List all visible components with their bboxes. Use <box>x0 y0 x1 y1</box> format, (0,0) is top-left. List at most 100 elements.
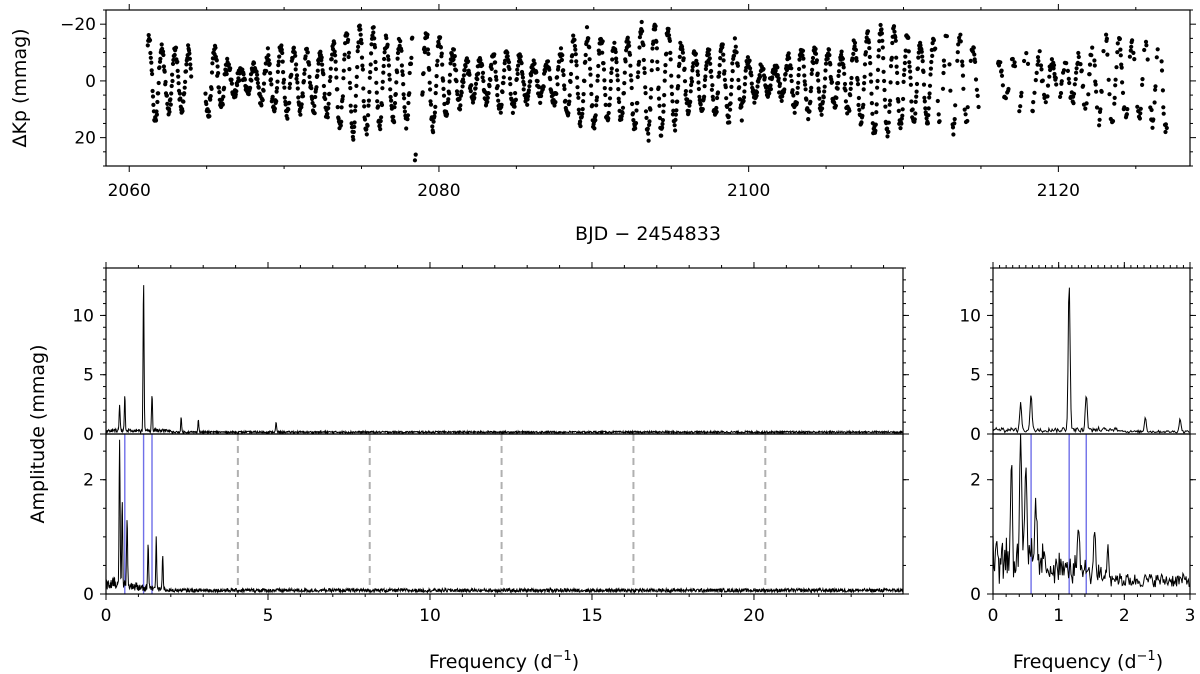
light-curve-point <box>808 99 813 104</box>
light-curve-point <box>342 57 347 62</box>
light-curve-point <box>1084 101 1089 106</box>
light-curve-point <box>269 82 274 87</box>
light-curve-point <box>661 109 666 114</box>
light-curve-point <box>915 66 921 71</box>
light-curve-point <box>470 100 476 105</box>
light-curve-point <box>606 110 611 116</box>
light-curve-point <box>1124 112 1129 117</box>
light-curve-point <box>521 87 526 92</box>
light-curve-point <box>495 84 500 89</box>
light-curve-point <box>224 71 229 77</box>
light-curve-point <box>583 52 588 58</box>
light-curve-point <box>593 118 598 123</box>
frequency-x-tick-label: 20 <box>743 606 765 626</box>
light-curve-point <box>641 43 646 48</box>
light-curve-point <box>741 98 746 104</box>
light-curve-point <box>285 116 290 121</box>
light-curve-point <box>378 127 383 132</box>
light-curve-point <box>583 59 588 64</box>
light-curve-point <box>428 102 434 107</box>
light-curve-point <box>1160 88 1165 93</box>
light-curve-y-tick-label: 0 <box>85 72 96 92</box>
light-curve-point <box>374 90 379 95</box>
light-curve-point <box>147 38 153 43</box>
light-curve-point <box>461 73 466 78</box>
light-curve-point <box>248 85 253 90</box>
light-curve-point <box>616 87 621 92</box>
light-curve-point <box>555 75 560 80</box>
light-curve-point <box>958 39 963 44</box>
light-curve-point <box>1089 53 1094 58</box>
light-curve-point <box>341 76 346 81</box>
light-curve-point <box>901 96 906 102</box>
light-curve-point <box>903 54 908 59</box>
light-curve-point <box>395 56 400 61</box>
light-curve-point <box>732 36 738 41</box>
light-curve-point <box>256 85 261 90</box>
light-curve-point <box>891 24 897 29</box>
light-curve-point <box>721 52 726 57</box>
light-curve-point <box>875 78 880 84</box>
light-curve-point <box>622 81 627 86</box>
light-curve-point <box>357 23 362 28</box>
light-curve-point <box>709 68 714 74</box>
light-curve-point <box>667 38 673 44</box>
light-curve-point <box>790 88 795 93</box>
light-curve-point <box>737 85 742 90</box>
light-curve-point <box>614 60 619 65</box>
light-curve-point <box>489 66 494 71</box>
light-curve-point <box>923 106 928 111</box>
light-curve-point <box>395 70 400 75</box>
light-curve-point <box>851 51 856 57</box>
light-curve-point <box>1049 57 1054 62</box>
light-curve-point <box>333 67 339 72</box>
light-curve-point <box>629 78 634 83</box>
light-curve-point <box>400 69 405 74</box>
light-curve-point <box>225 56 230 62</box>
light-curve-point <box>572 43 578 49</box>
light-curve-point <box>287 81 293 86</box>
light-curve-point <box>696 86 702 92</box>
light-curve-point <box>857 107 862 112</box>
light-curve-point <box>890 40 895 46</box>
periodogram-zoom-prewhitened <box>992 433 1190 594</box>
light-curve-point <box>182 91 187 96</box>
light-curve-point <box>717 63 722 68</box>
light-curve-point <box>405 117 410 122</box>
light-curve-point <box>1105 52 1110 57</box>
light-curve-point <box>472 95 477 100</box>
light-curve-point <box>941 58 947 63</box>
light-curve-point <box>575 91 581 96</box>
light-curve-point <box>385 42 390 47</box>
light-curve-point <box>340 94 345 99</box>
light-curve-point <box>745 55 751 60</box>
light-curve-point <box>358 27 363 32</box>
light-curve-point <box>823 76 828 81</box>
light-curve-point <box>594 95 600 100</box>
light-curve-point <box>1058 94 1063 99</box>
light-curve-point <box>586 36 591 41</box>
light-curve-point <box>300 94 306 99</box>
periodogram-line <box>992 287 1190 435</box>
light-curve-point <box>795 85 800 90</box>
light-curve-point <box>852 40 858 46</box>
light-curve-point <box>365 123 370 128</box>
light-curve-point <box>693 51 699 56</box>
light-curve-point <box>476 71 481 76</box>
light-curve-point <box>937 119 942 124</box>
light-curve-point <box>264 68 269 74</box>
light-curve-point <box>333 59 338 64</box>
frequency-x-tick-label: 1 <box>1053 606 1064 626</box>
light-curve-point <box>548 77 553 82</box>
light-curve-point <box>951 132 956 137</box>
light-curve-point <box>1142 47 1147 53</box>
light-curve-point <box>1094 89 1099 94</box>
light-curve-point <box>1032 90 1037 95</box>
light-curve-point <box>206 109 211 114</box>
light-curve-point <box>716 74 722 79</box>
light-curve-point <box>887 102 892 107</box>
light-curve-point <box>1036 58 1041 64</box>
light-curve-point <box>747 58 752 63</box>
light-curve-point <box>220 102 225 107</box>
